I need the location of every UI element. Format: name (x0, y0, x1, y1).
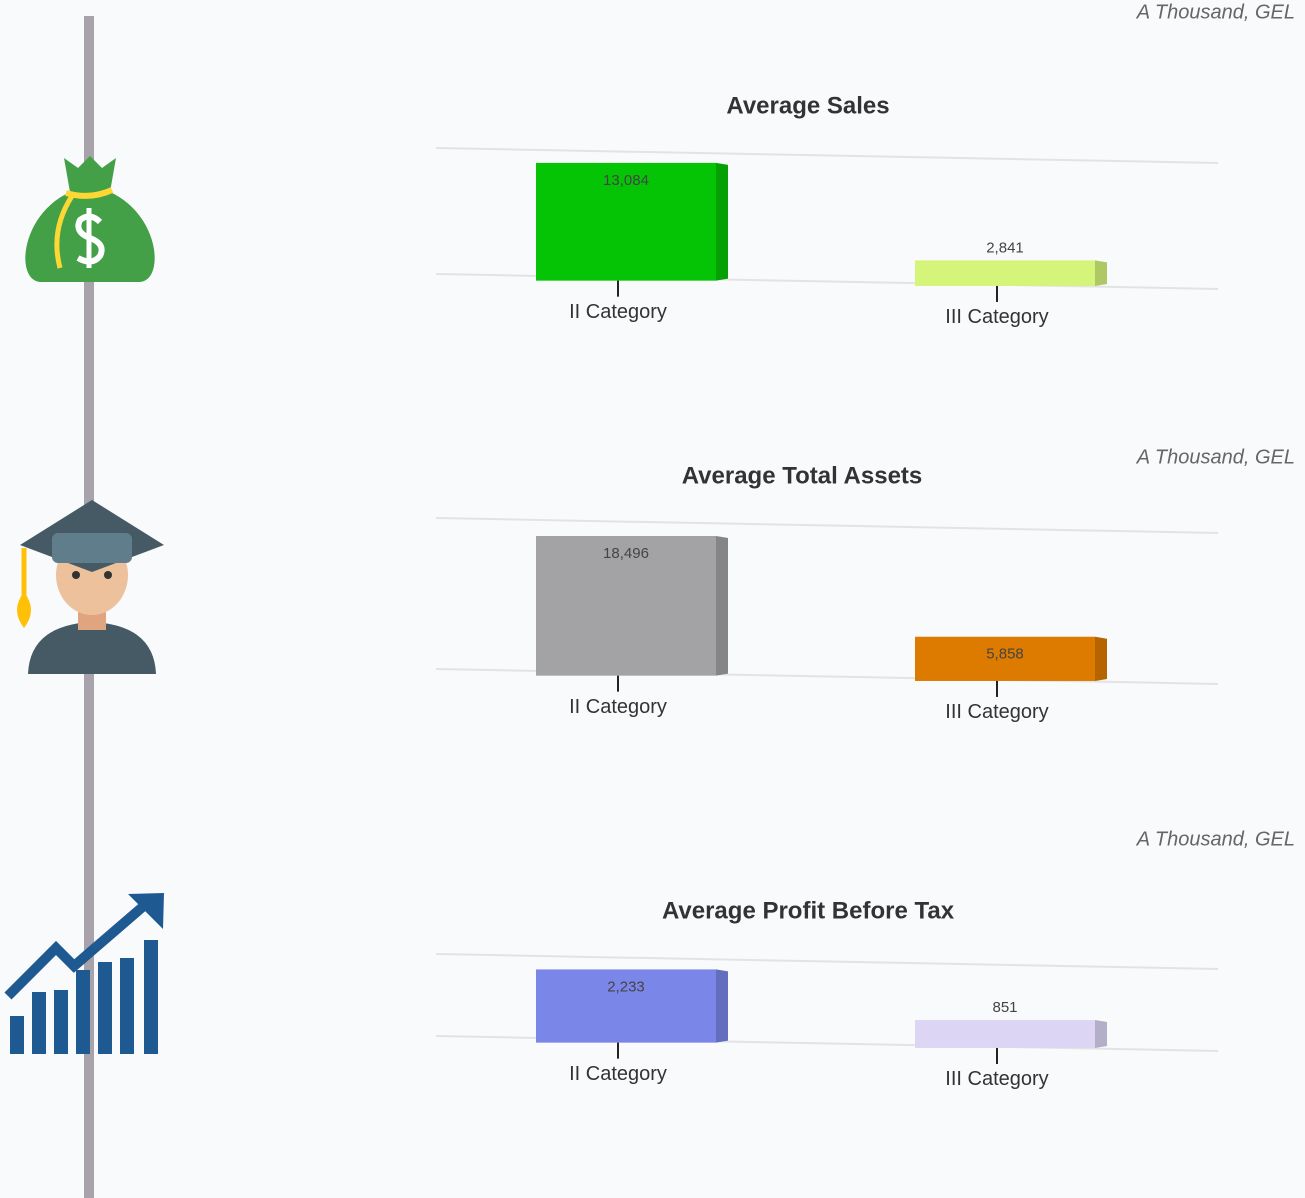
money-bag-icon (25, 156, 154, 282)
chart-title: Average Total Assets (682, 462, 923, 489)
x-tick-label: II Category (569, 696, 667, 718)
grid-line (436, 518, 1218, 533)
unit-note: A Thousand, GEL (1136, 1, 1295, 23)
bar-side-shade (1095, 1020, 1107, 1048)
bar (915, 260, 1095, 286)
value-label: 13,084 (603, 172, 649, 189)
bar (915, 1020, 1095, 1048)
graduate-icon (17, 500, 164, 674)
value-label: 851 (992, 999, 1017, 1016)
page: A Thousand, GEL Average Sales 13,084 II Cat… (0, 0, 1305, 1198)
grid-line (436, 148, 1218, 163)
unit-note: A Thousand, GEL (1136, 828, 1295, 850)
bar-side-shade (716, 969, 728, 1042)
chart-title: Average Profit Before Tax (662, 897, 955, 924)
bar-side-shade (716, 536, 728, 676)
value-label: 2,233 (607, 978, 645, 995)
unit-note: A Thousand, GEL (1136, 446, 1295, 468)
value-label: 2,841 (986, 239, 1024, 256)
bar-side-shade (716, 163, 728, 281)
value-label: 18,496 (603, 545, 649, 562)
x-tick-label: III Category (945, 701, 1048, 723)
x-tick-label: II Category (569, 301, 667, 323)
chart-title: Average Sales (726, 92, 889, 119)
bar-side-shade (1095, 637, 1107, 681)
x-tick-label: II Category (569, 1063, 667, 1085)
x-tick-label: III Category (945, 1068, 1048, 1090)
grid-line (436, 954, 1218, 969)
x-tick-label: III Category (945, 306, 1048, 328)
bar-side-shade (1095, 260, 1107, 286)
chart-page: A Thousand, GEL Average Sales 13,084 II Cat… (0, 0, 1305, 1198)
value-label: 5,858 (986, 646, 1024, 663)
